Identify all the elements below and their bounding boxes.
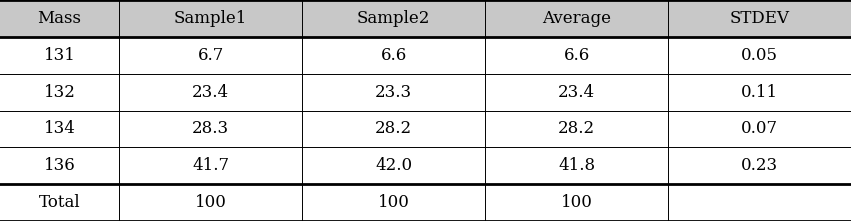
Text: 136: 136 [43, 157, 76, 174]
Text: 132: 132 [43, 84, 76, 101]
Text: 23.4: 23.4 [192, 84, 229, 101]
Text: 100: 100 [561, 194, 592, 211]
Text: Total: Total [39, 194, 80, 211]
Text: 42.0: 42.0 [375, 157, 412, 174]
Text: 100: 100 [195, 194, 226, 211]
Text: 0.07: 0.07 [741, 120, 778, 137]
Text: 134: 134 [43, 120, 76, 137]
Text: 6.6: 6.6 [380, 47, 407, 64]
Bar [0, 37, 851, 74]
Text: Average: Average [542, 10, 611, 27]
Text: 28.3: 28.3 [192, 120, 229, 137]
Text: Sample1: Sample1 [174, 10, 248, 27]
Text: 41.7: 41.7 [192, 157, 229, 174]
Bar [0, 184, 851, 221]
Text: 23.3: 23.3 [375, 84, 412, 101]
Text: 28.2: 28.2 [558, 120, 595, 137]
Text: 131: 131 [43, 47, 76, 64]
Text: 0.23: 0.23 [741, 157, 778, 174]
Bar [0, 110, 851, 147]
Text: 41.8: 41.8 [558, 157, 595, 174]
Bar [0, 147, 851, 184]
Text: 23.4: 23.4 [558, 84, 595, 101]
Bar [0, 0, 851, 37]
Text: 0.11: 0.11 [741, 84, 778, 101]
Text: STDEV: STDEV [729, 10, 790, 27]
Text: 100: 100 [378, 194, 409, 211]
Text: 6.6: 6.6 [563, 47, 590, 64]
Bar [0, 74, 851, 110]
Text: 6.7: 6.7 [197, 47, 224, 64]
Text: 0.05: 0.05 [741, 47, 778, 64]
Text: Mass: Mass [37, 10, 82, 27]
Text: Sample2: Sample2 [357, 10, 431, 27]
Text: 28.2: 28.2 [375, 120, 412, 137]
